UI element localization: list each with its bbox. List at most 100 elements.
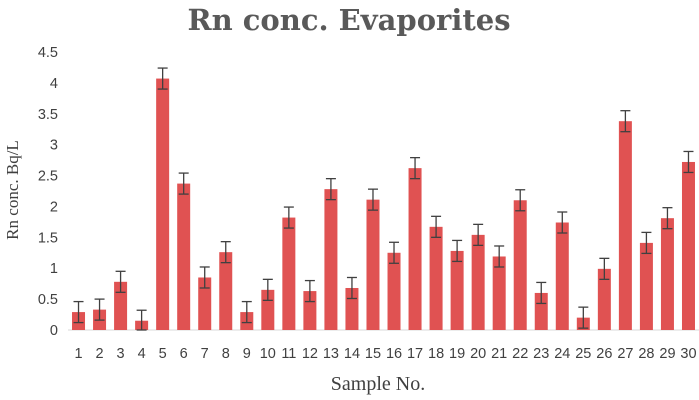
- error-bar: [199, 266, 210, 289]
- error-bar: [452, 239, 463, 263]
- bar: [639, 242, 653, 330]
- error-bar: [641, 231, 652, 255]
- x-tick-label: 28: [638, 346, 654, 362]
- error-bar: [73, 300, 84, 324]
- y-axis-title: Rn conc. Bq/L: [3, 140, 22, 240]
- error-bar: [220, 241, 231, 264]
- bars: [72, 78, 695, 331]
- x-axis-ticks: 1 2 3 4 5 6 7 8 9 10 11 12 13 14 15 16 17 18 19 20 21 22 23 24 2…: [74, 346, 696, 362]
- x-tick-label: 16: [386, 346, 402, 362]
- bar: [177, 183, 191, 330]
- y-axis-ticks: 0 0.5 1 1.5 2 2.5 3 3.5 4 4.5: [38, 45, 58, 339]
- error-bar: [662, 207, 673, 230]
- y-tick-label: 3: [50, 138, 58, 154]
- x-tick-label: 9: [243, 346, 251, 362]
- x-tick-label: 20: [470, 346, 486, 362]
- x-tick-label: 1: [74, 346, 82, 362]
- x-tick-label: 21: [491, 346, 507, 362]
- error-bar: [157, 67, 168, 90]
- y-tick-label: 4: [50, 76, 58, 92]
- error-bar: [473, 223, 484, 247]
- y-tick-label: 0.5: [38, 292, 58, 308]
- chart-title: Rn conc. Evaporites: [187, 3, 510, 37]
- x-tick-label: 4: [138, 346, 146, 362]
- bar: [555, 222, 569, 330]
- error-bar: [389, 241, 400, 264]
- x-tick-label: 7: [201, 346, 209, 362]
- x-tick-label: 6: [180, 346, 188, 362]
- x-tick-label: 15: [365, 346, 381, 362]
- x-tick-label: 13: [323, 346, 339, 362]
- bar: [534, 292, 548, 330]
- x-tick-label: 29: [659, 346, 675, 362]
- bar: [597, 268, 611, 330]
- bar: [387, 252, 401, 330]
- x-tick-label: 11: [281, 346, 296, 362]
- error-bar: [683, 150, 694, 174]
- error-bar: [557, 211, 568, 234]
- error-bar: [515, 189, 526, 212]
- error-bar: [283, 206, 294, 229]
- y-tick-label: 2: [50, 199, 58, 215]
- error-bar: [599, 257, 610, 280]
- x-tick-label: 2: [96, 346, 104, 362]
- bar: [114, 281, 128, 330]
- x-tick-label: 8: [222, 346, 230, 362]
- x-tick-label: 26: [596, 346, 612, 362]
- error-bars: [73, 67, 694, 331]
- bar: [429, 226, 443, 330]
- x-tick-label: 24: [554, 346, 570, 362]
- error-bar: [94, 298, 105, 321]
- error-bar: [346, 276, 357, 300]
- x-tick-label: 12: [302, 346, 318, 362]
- bar: [681, 161, 695, 330]
- y-tick-label: 1.5: [38, 230, 58, 246]
- error-bar: [241, 300, 252, 324]
- error-bar: [410, 156, 421, 180]
- bar: [282, 217, 296, 330]
- error-bar: [536, 281, 547, 305]
- error-bar: [578, 306, 589, 329]
- x-tick-label: 17: [407, 346, 423, 362]
- bar: [513, 200, 527, 330]
- bar: [198, 277, 212, 330]
- error-bar: [136, 309, 147, 331]
- x-tick-label: 30: [680, 346, 696, 362]
- x-tick-label: 14: [344, 346, 360, 362]
- bar: [219, 252, 233, 330]
- bar: [618, 121, 632, 331]
- error-bar: [367, 188, 378, 211]
- bar: [660, 218, 674, 330]
- bar: [156, 78, 170, 330]
- error-bar: [494, 245, 505, 268]
- x-tick-label: 3: [117, 346, 125, 362]
- bar: [408, 168, 422, 330]
- bar: [471, 234, 485, 330]
- error-bar: [431, 215, 442, 238]
- y-tick-label: 4.5: [38, 45, 58, 61]
- x-tick-label: 27: [617, 346, 633, 362]
- bar: [324, 189, 338, 330]
- y-tick-label: 3.5: [38, 107, 58, 123]
- error-bar: [115, 270, 126, 293]
- bar: [303, 291, 317, 330]
- x-axis-title: Sample No.: [331, 373, 425, 395]
- error-bar: [620, 110, 631, 133]
- bar: [450, 250, 464, 330]
- x-tick-label: 25: [575, 346, 591, 362]
- x-tick-label: 18: [428, 346, 444, 362]
- error-bar: [262, 278, 273, 301]
- x-tick-label: 23: [533, 346, 549, 362]
- y-tick-label: 1: [50, 261, 58, 277]
- error-bar: [178, 172, 189, 195]
- bar: [492, 256, 506, 330]
- error-bar: [304, 279, 315, 303]
- x-tick-label: 22: [512, 346, 528, 362]
- x-tick-label: 5: [159, 346, 167, 362]
- y-tick-label: 2.5: [38, 169, 58, 185]
- error-bar: [325, 177, 336, 201]
- x-tick-label: 10: [260, 346, 276, 362]
- y-tick-label: 0: [50, 323, 58, 339]
- x-tick-label: 19: [449, 346, 465, 362]
